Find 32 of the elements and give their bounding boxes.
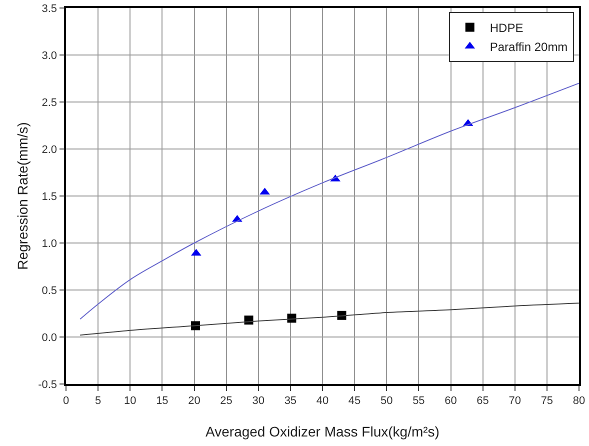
x-tick-label: 0 [62, 394, 70, 407]
line-series [80, 82, 579, 320]
y-tick-label: -0.5 [38, 378, 58, 391]
y-tick-label: 0.5 [42, 284, 58, 297]
x-tick-label: 60 [444, 394, 457, 407]
y-tick-label: 0.0 [42, 332, 58, 344]
x-tick-label: 55 [412, 394, 425, 407]
x-tick-label: 45 [348, 394, 361, 407]
x-tick-label: 35 [284, 394, 297, 407]
x-tick-label: 75 [540, 394, 554, 407]
x-tick-label: 80 [572, 394, 586, 407]
x-tick-label: 50 [380, 394, 393, 407]
legend-label: Paraffin 20mm [490, 40, 568, 54]
line-series [80, 302, 579, 336]
x-tick-label: 15 [156, 394, 168, 407]
y-tick-label: 3.0 [42, 50, 58, 62]
x-tick-label: 10 [124, 394, 136, 407]
x-tick-label: 5 [94, 394, 102, 407]
x-tick-label: 70 [508, 394, 522, 407]
y-tick-label: 2.0 [42, 144, 58, 156]
y-tick-label: 2.5 [42, 96, 58, 109]
x-tick-label: 30 [252, 394, 265, 407]
y-tick-label: 1.5 [42, 190, 58, 203]
y-tick-label: 3.5 [42, 2, 58, 15]
x-tick-label: 25 [220, 394, 232, 407]
x-axis-title: Averaged Oxidizer Mass Flux(kg/m²s) [206, 424, 440, 440]
x-tick-label: 65 [476, 394, 489, 407]
x-tick-label: 20 [188, 394, 200, 407]
legend-label: HDPE [490, 20, 524, 35]
y-tick-label: 1.0 [42, 238, 58, 250]
y-axis-title: Regression Rate(mm/s) [14, 122, 30, 270]
x-tick-label: 40 [316, 394, 329, 407]
